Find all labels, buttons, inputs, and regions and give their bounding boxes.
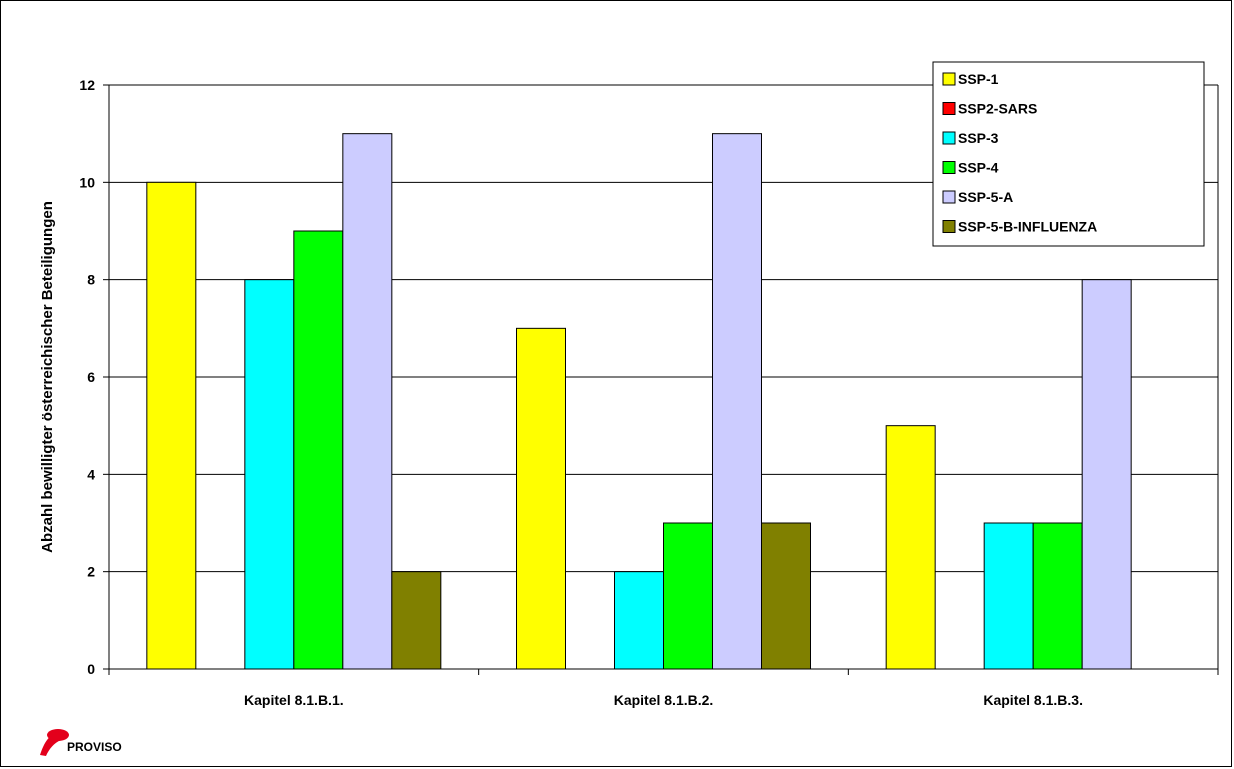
bar-ssp-3: [983, 522, 1034, 670]
bar-ssp-4: [1032, 522, 1083, 670]
legend-label: SSP-5-B-INFLUENZA: [958, 219, 1097, 235]
legend-swatch: [942, 190, 956, 204]
bar-ssp-4: [663, 522, 713, 670]
axes: 0 2 4 6 8 10 12 Kapitel 8.1.B.1. Kapitel 8.1.B.2…: [79, 77, 1219, 708]
bar-ssp-1: [885, 425, 936, 670]
y-tick-label: 0: [87, 661, 95, 677]
bar-ssp-5-b-influenza: [391, 571, 442, 670]
legend-box: [932, 61, 1205, 247]
legend-label: SSP-4: [958, 160, 999, 176]
legend-swatch: [942, 72, 956, 86]
bar-ssp-5-a: [1081, 279, 1132, 670]
x-category-label: Kapitel 8.1.B.1.: [244, 692, 344, 708]
bar-ssp-3: [614, 571, 664, 670]
x-category-label: Kapitel 8.1.B.3.: [983, 692, 1083, 708]
bar-ssp-1: [146, 181, 197, 670]
bar-ssp-5-a: [342, 133, 393, 670]
y-tick-label: 10: [79, 174, 95, 190]
bar-ssp-5-a: [712, 133, 762, 670]
legend: SSP-1 SSP2-SARS SSP-3 SSP-4 SSP-5-A SSP-5-B-I…: [932, 61, 1205, 247]
proviso-logo-icon: [40, 729, 69, 756]
bar-ssp-5-b-influenza: [761, 522, 811, 670]
bar-ssp-3: [244, 279, 295, 670]
x-category-label: Kapitel 8.1.B.2.: [614, 692, 714, 708]
bars: [146, 133, 1132, 670]
y-tick-label: 4: [87, 466, 95, 482]
legend-label: SSP-5-A: [958, 189, 1013, 205]
legend-label: SSP-1: [958, 71, 999, 87]
legend-swatch: [942, 161, 956, 174]
bar-ssp-1: [516, 327, 566, 670]
legend-swatch: [942, 220, 956, 233]
y-axis-label: Abzahl bewilligter österreichischer Bete…: [39, 201, 56, 553]
bar-ssp-4: [293, 230, 344, 670]
y-tick-label: 12: [79, 77, 95, 93]
legend-label: SSP-3: [958, 130, 999, 146]
proviso-logo: PROVISO: [40, 729, 122, 756]
legend-swatch: [942, 102, 956, 115]
legend-swatch: [942, 131, 956, 145]
y-tick-label: 2: [87, 564, 95, 580]
y-tick-label: 6: [87, 369, 95, 385]
y-tick-label: 8: [87, 272, 95, 288]
legend-label: SSP2-SARS: [958, 101, 1037, 117]
logo-text: PROVISO: [67, 740, 122, 754]
